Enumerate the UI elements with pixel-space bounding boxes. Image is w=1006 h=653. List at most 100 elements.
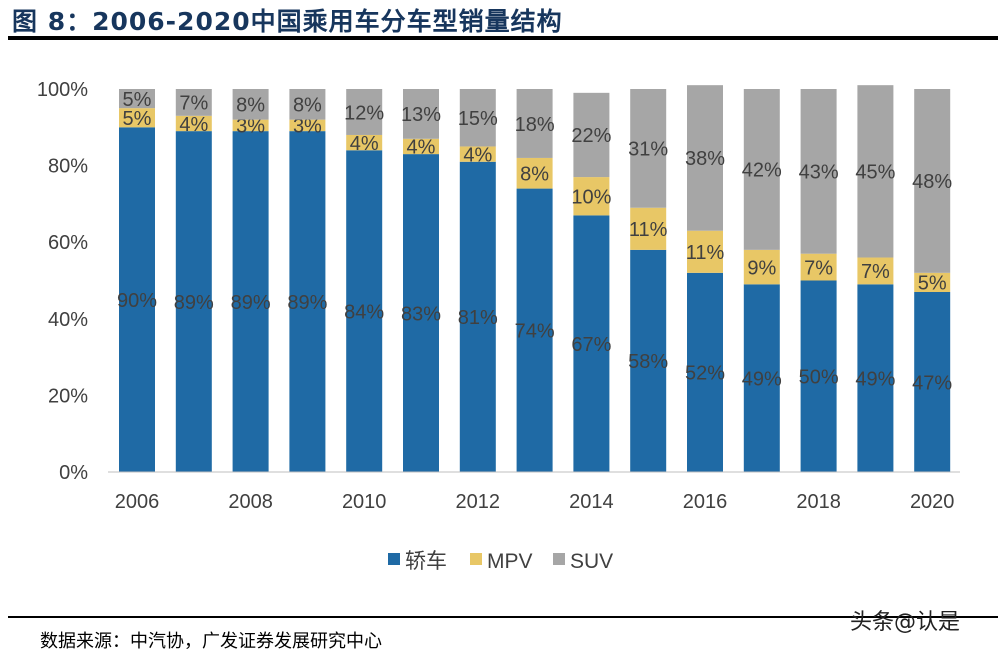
data-label: 3% — [236, 116, 265, 138]
legend-label: MPV — [487, 550, 533, 573]
bar-轿车-2019 — [857, 284, 894, 472]
legend-label: SUV — [570, 550, 613, 573]
x-tick-label: 2014 — [569, 491, 614, 513]
bar-轿车-2011 — [403, 154, 439, 473]
data-label: 90% — [117, 290, 157, 312]
x-tick-label: 2020 — [910, 491, 955, 513]
data-label: 43% — [799, 162, 839, 184]
data-label: 4% — [179, 114, 208, 136]
bar-SUV-2018 — [800, 89, 837, 254]
data-label: 89% — [174, 292, 214, 314]
bar-SUV-2019 — [857, 85, 894, 258]
data-label: 84% — [344, 301, 384, 323]
bar-轿车-2020 — [914, 291, 951, 472]
data-label: 8% — [520, 164, 549, 186]
data-label: 15% — [458, 108, 498, 130]
data-label: 31% — [628, 139, 668, 161]
bar-SUV-2010 — [346, 89, 383, 135]
data-label: 5% — [123, 108, 152, 130]
x-tick-label: 2016 — [683, 491, 728, 513]
bar-SUV-2006 — [119, 89, 155, 109]
bar-MPV-2006 — [119, 108, 155, 128]
data-label: 7% — [179, 93, 208, 115]
bar-SUV-2020 — [914, 89, 951, 273]
data-label: 38% — [685, 148, 725, 170]
data-label: 7% — [861, 261, 890, 283]
y-tick-label: 100% — [37, 79, 88, 101]
data-label: 52% — [685, 363, 725, 385]
x-tick-label: 2010 — [342, 491, 387, 513]
watermark: 头条@认是 — [850, 610, 961, 635]
y-tick-label: 60% — [48, 232, 88, 254]
y-tick-label: 0% — [59, 462, 88, 484]
legend-swatch — [470, 553, 482, 565]
bar-轿车-2010 — [346, 150, 383, 472]
bar-SUV-2007 — [175, 89, 212, 116]
bar-SUV-2012 — [459, 89, 496, 147]
bar-MPV-2016 — [687, 230, 723, 273]
data-label: 81% — [458, 307, 498, 329]
bar-轿车-2018 — [800, 280, 837, 472]
bar-MPV-2014 — [573, 177, 610, 216]
bar-轿车-2009 — [289, 131, 326, 472]
data-label: 12% — [344, 102, 384, 124]
data-label: 5% — [918, 273, 947, 295]
data-label: 5% — [123, 89, 152, 111]
data-label: 7% — [804, 257, 833, 279]
legend-swatch — [553, 553, 565, 565]
data-label: 42% — [742, 160, 782, 182]
bar-SUV-2008 — [232, 89, 269, 120]
data-label: 3% — [293, 116, 322, 138]
bar-MPV-2020 — [914, 272, 951, 292]
bar-MPV-2008 — [232, 119, 269, 132]
bar-SUV-2013 — [516, 89, 553, 158]
data-label: 74% — [515, 321, 555, 343]
data-label: 13% — [401, 104, 441, 126]
data-label: 10% — [571, 187, 611, 209]
bar-MPV-2013 — [516, 157, 553, 189]
bar-MPV-2012 — [459, 146, 496, 162]
data-label: 18% — [515, 114, 555, 136]
y-tick-label: 20% — [48, 385, 88, 407]
bar-轿车-2017 — [743, 284, 780, 472]
bar-MPV-2019 — [857, 257, 894, 285]
data-label: 4% — [350, 133, 379, 155]
data-label: 11% — [686, 242, 725, 264]
data-label: 8% — [236, 95, 265, 117]
legend-label: 轿车 — [405, 550, 447, 573]
bar-轿车-2012 — [459, 161, 496, 472]
chart-title: 图 8：2006-2020中国乘用车分车型销量结构 — [12, 7, 563, 36]
y-tick-label: 40% — [48, 309, 88, 331]
footer-divider — [8, 616, 998, 618]
data-label: 48% — [912, 171, 952, 193]
data-label: 47% — [912, 372, 952, 394]
bar-MPV-2010 — [346, 134, 383, 151]
bar-轿车-2006 — [119, 127, 155, 473]
bar-轿车-2014 — [573, 215, 610, 472]
data-label: 9% — [747, 257, 776, 279]
data-label: 11% — [629, 219, 668, 241]
data-source: 数据来源：中汽协，广发证券发展研究中心 — [40, 631, 382, 652]
title-divider — [8, 36, 998, 40]
bar-MPV-2007 — [175, 115, 212, 132]
bar-SUV-2011 — [403, 89, 439, 139]
bar-轿车-2008 — [232, 131, 269, 472]
bar-MPV-2015 — [630, 207, 667, 250]
bar-MPV-2017 — [743, 249, 780, 285]
data-label: 67% — [571, 334, 611, 356]
data-label: 50% — [799, 367, 839, 389]
data-label: 89% — [231, 292, 271, 314]
data-label: 45% — [855, 162, 895, 184]
bar-轿车-2015 — [630, 249, 667, 472]
data-label: 83% — [401, 303, 441, 325]
bar-SUV-2009 — [289, 89, 326, 120]
bar-轿车-2013 — [516, 188, 553, 472]
data-label: 22% — [571, 125, 611, 147]
x-tick-label: 2006 — [115, 491, 160, 513]
data-label: 4% — [407, 137, 436, 159]
data-label: 49% — [855, 368, 895, 390]
y-tick-label: 80% — [48, 156, 88, 178]
bar-SUV-2017 — [743, 89, 780, 250]
bar-MPV-2011 — [403, 138, 439, 155]
